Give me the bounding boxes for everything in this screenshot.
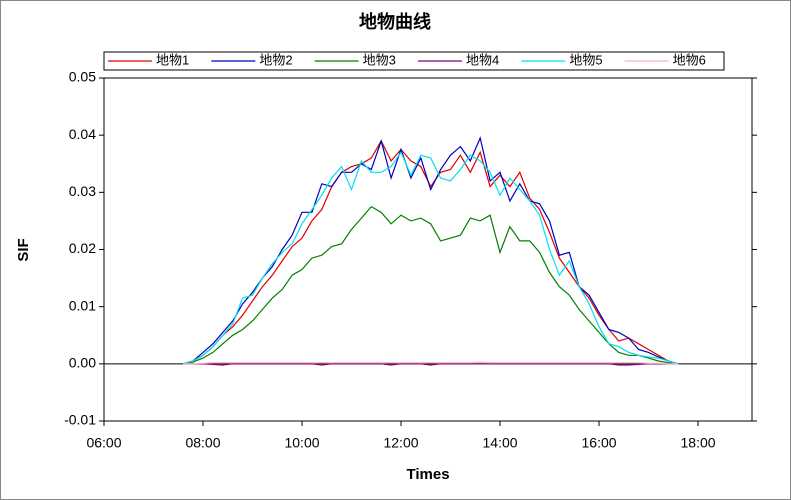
legend-label: 地物3 [363, 52, 396, 67]
x-tick-label: 16:00 [582, 435, 617, 451]
x-tick-label: 12:00 [383, 435, 418, 451]
series-line [183, 363, 679, 366]
legend-label: 地物2 [259, 52, 292, 67]
series-line [183, 361, 679, 365]
legend-box [103, 51, 725, 71]
legend-label: 地物6 [673, 52, 706, 67]
legend-label: 地物5 [569, 52, 602, 67]
x-tick-label: 06:00 [86, 435, 121, 451]
y-tick-label: 0.01 [69, 297, 96, 313]
series-line [183, 139, 679, 365]
x-tick-label: 18:00 [681, 435, 716, 451]
y-tick-label: 0.05 [69, 69, 96, 85]
y-tick-label: 0.03 [69, 183, 96, 199]
y-tick-label: -0.01 [64, 412, 96, 428]
y-tick-label: 0.00 [69, 355, 96, 371]
y-tick-label: 0.02 [69, 240, 96, 256]
legend-label: 地物4 [466, 52, 499, 67]
legend-label: 地物1 [156, 52, 189, 67]
x-tick-label: 08:00 [185, 435, 220, 451]
series-line [183, 151, 679, 365]
y-tick-label: 0.04 [69, 126, 96, 142]
x-tick-label: 14:00 [483, 435, 518, 451]
series-line [183, 205, 679, 365]
x-axis-title: Times [406, 466, 449, 483]
chart-title: 地物曲线 [359, 11, 431, 32]
x-tick-label: 10:00 [284, 435, 319, 451]
y-axis-title: SIF [15, 238, 32, 261]
